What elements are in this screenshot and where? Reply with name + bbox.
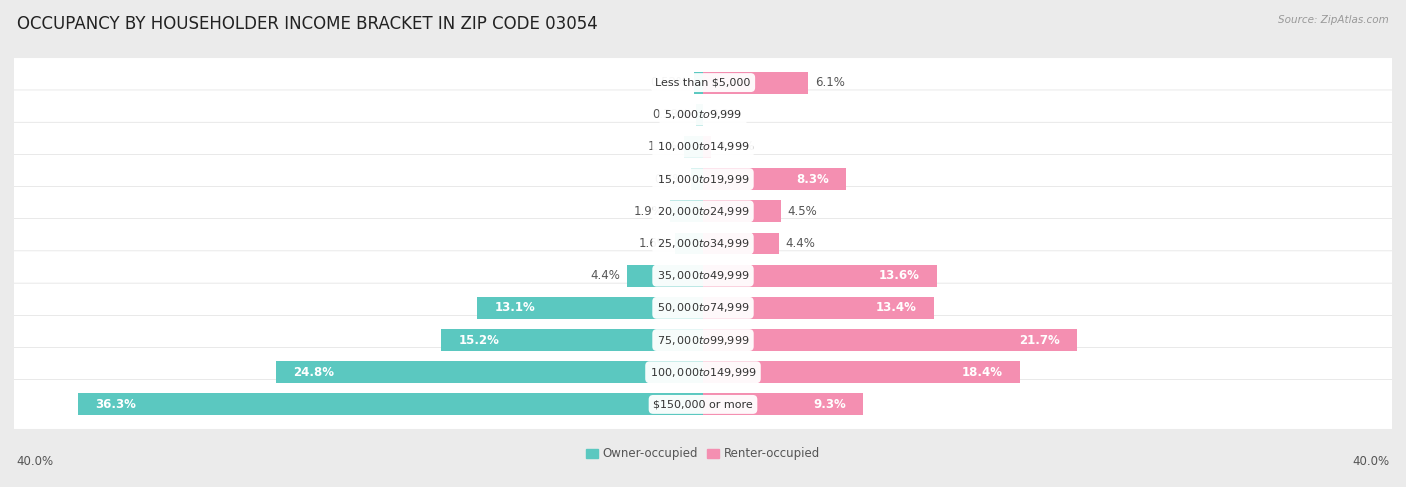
- Text: 4.4%: 4.4%: [786, 237, 815, 250]
- Bar: [703, 361, 1019, 383]
- Bar: [703, 329, 1077, 351]
- Text: $5,000 to $9,999: $5,000 to $9,999: [664, 108, 742, 121]
- Bar: [703, 297, 934, 319]
- Text: 0.38%: 0.38%: [652, 108, 689, 121]
- Text: 4.5%: 4.5%: [787, 205, 817, 218]
- Text: 1.1%: 1.1%: [647, 140, 678, 153]
- FancyBboxPatch shape: [8, 315, 1398, 365]
- Bar: [703, 72, 808, 94]
- Text: $100,000 to $149,999: $100,000 to $149,999: [650, 366, 756, 379]
- Bar: [703, 200, 780, 222]
- Bar: [703, 168, 846, 190]
- Text: 4.4%: 4.4%: [591, 269, 620, 282]
- Text: 40.0%: 40.0%: [1353, 454, 1389, 468]
- Text: 15.2%: 15.2%: [458, 334, 499, 347]
- Text: 8.3%: 8.3%: [796, 172, 828, 186]
- FancyBboxPatch shape: [8, 58, 1398, 107]
- Text: $50,000 to $74,999: $50,000 to $74,999: [657, 301, 749, 315]
- FancyBboxPatch shape: [8, 380, 1398, 429]
- Text: 6.1%: 6.1%: [815, 76, 845, 89]
- Text: 21.7%: 21.7%: [1019, 334, 1060, 347]
- Text: 0.0%: 0.0%: [710, 108, 740, 121]
- Bar: [703, 393, 863, 415]
- Text: $35,000 to $49,999: $35,000 to $49,999: [657, 269, 749, 282]
- Text: 24.8%: 24.8%: [292, 366, 335, 379]
- Legend: Owner-occupied, Renter-occupied: Owner-occupied, Renter-occupied: [581, 443, 825, 465]
- FancyBboxPatch shape: [8, 283, 1398, 333]
- Bar: [77, 393, 703, 415]
- Bar: [685, 136, 703, 158]
- Bar: [696, 104, 703, 126]
- Text: $20,000 to $24,999: $20,000 to $24,999: [657, 205, 749, 218]
- Text: 0.52%: 0.52%: [650, 76, 688, 89]
- Text: 1.6%: 1.6%: [638, 237, 669, 250]
- Text: 13.4%: 13.4%: [876, 301, 917, 315]
- Text: Source: ZipAtlas.com: Source: ZipAtlas.com: [1278, 15, 1389, 25]
- Bar: [690, 168, 703, 190]
- Text: 13.6%: 13.6%: [879, 269, 920, 282]
- Bar: [671, 200, 703, 222]
- Bar: [276, 361, 703, 383]
- Bar: [703, 233, 779, 254]
- Text: 1.9%: 1.9%: [634, 205, 664, 218]
- Text: $75,000 to $99,999: $75,000 to $99,999: [657, 334, 749, 347]
- Bar: [675, 233, 703, 254]
- Text: 9.3%: 9.3%: [813, 398, 846, 411]
- Text: 13.1%: 13.1%: [495, 301, 536, 315]
- Text: Less than $5,000: Less than $5,000: [655, 77, 751, 88]
- Text: 36.3%: 36.3%: [96, 398, 136, 411]
- Text: $150,000 or more: $150,000 or more: [654, 399, 752, 410]
- FancyBboxPatch shape: [8, 251, 1398, 300]
- FancyBboxPatch shape: [8, 347, 1398, 397]
- FancyBboxPatch shape: [8, 219, 1398, 268]
- Text: $15,000 to $19,999: $15,000 to $19,999: [657, 172, 749, 186]
- Text: $10,000 to $14,999: $10,000 to $14,999: [657, 140, 749, 153]
- Text: OCCUPANCY BY HOUSEHOLDER INCOME BRACKET IN ZIP CODE 03054: OCCUPANCY BY HOUSEHOLDER INCOME BRACKET …: [17, 15, 598, 33]
- Text: $25,000 to $34,999: $25,000 to $34,999: [657, 237, 749, 250]
- Text: 0.7%: 0.7%: [654, 172, 685, 186]
- Bar: [695, 72, 703, 94]
- FancyBboxPatch shape: [8, 154, 1398, 204]
- Text: 18.4%: 18.4%: [962, 366, 1002, 379]
- Bar: [703, 136, 710, 158]
- FancyBboxPatch shape: [8, 90, 1398, 140]
- Bar: [478, 297, 703, 319]
- Text: 40.0%: 40.0%: [17, 454, 53, 468]
- FancyBboxPatch shape: [8, 187, 1398, 236]
- Bar: [703, 265, 938, 287]
- Text: 0.44%: 0.44%: [717, 140, 755, 153]
- Bar: [441, 329, 703, 351]
- FancyBboxPatch shape: [8, 122, 1398, 172]
- Bar: [627, 265, 703, 287]
